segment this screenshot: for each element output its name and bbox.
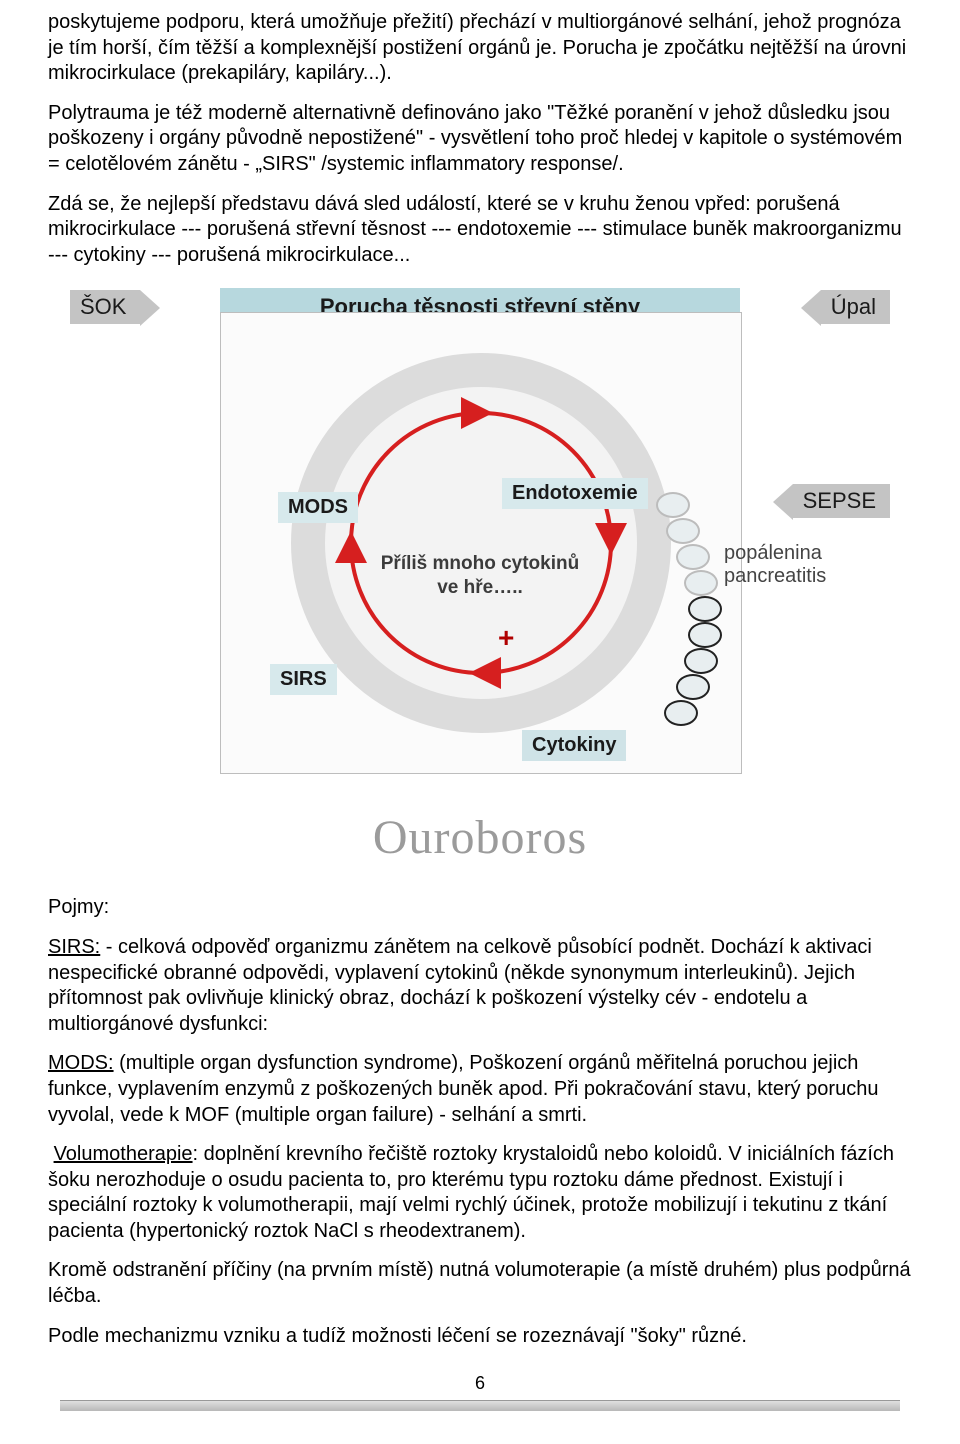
label-sok: ŠOK <box>70 290 140 324</box>
label-upal: Úpal <box>821 290 890 324</box>
paragraph: Zdá se, že nejlepší představu dává sled … <box>48 192 912 269</box>
paragraph: Podle mechanizmu vzniku a tudíž možnosti… <box>48 1324 912 1350</box>
red-cycle-arrows-icon <box>331 393 631 693</box>
definition-volumotherapie: Volumotherapie: doplnění krevního řečišt… <box>48 1142 912 1244</box>
definition-mods: MODS: (multiple organ dysfunction syndro… <box>48 1051 912 1128</box>
term-underline: MODS: <box>48 1052 114 1074</box>
diagram-center-text: Příliš mnoho cytokinů ve hře….. <box>380 552 580 600</box>
definition-sirs: SIRS: - celková odpověď organizmu záněte… <box>48 935 912 1037</box>
paragraph: Polytrauma je též moderně alternativně d… <box>48 101 912 178</box>
ouroboros-diagram: Porucha těsnosti střevní stěny MODS En <box>70 282 890 865</box>
term-underline: Volumotherapie <box>54 1143 193 1165</box>
label-mods: MODS <box>278 492 358 523</box>
label-cytokiny: Cytokiny <box>522 730 626 761</box>
arrow-left-icon: SEPSE <box>793 484 890 518</box>
arrow-right-icon: ŠOK <box>70 290 140 324</box>
label-endotoxemie: Endotoxemie <box>502 478 648 509</box>
diagram-caption: Ouroboros <box>70 810 890 865</box>
definition-text: (multiple organ dysfunction syndrome), P… <box>48 1052 878 1125</box>
definition-text: - celková odpověď organizmu zánětem na c… <box>48 936 872 1035</box>
term-underline: SIRS: <box>48 936 100 958</box>
section-heading: Pojmy: <box>48 895 912 921</box>
paragraph: poskytujeme podporu, která umožňuje přež… <box>48 10 912 87</box>
label-sepse: SEPSE <box>793 484 890 518</box>
plus-icon: + <box>498 622 514 654</box>
footer-divider <box>60 1400 900 1411</box>
cell-chain-icon <box>652 532 772 742</box>
page-number: 6 <box>48 1373 912 1394</box>
label-sirs: SIRS <box>270 664 337 695</box>
paragraph: Kromě odstranění příčiny (na prvním míst… <box>48 1258 912 1309</box>
arrow-left-icon: Úpal <box>821 290 890 324</box>
